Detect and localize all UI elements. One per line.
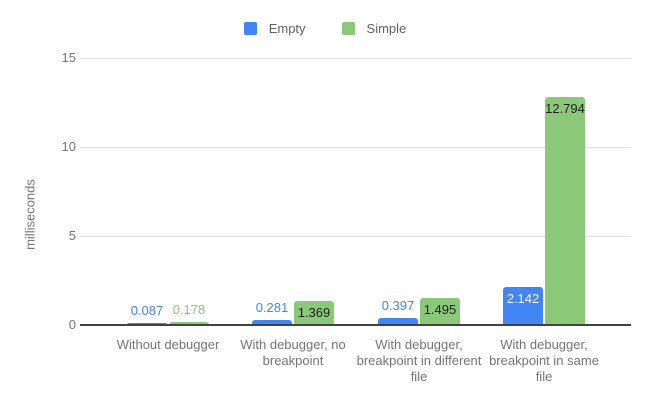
bar-empty-1: [252, 320, 292, 325]
y-tick-15: 15: [61, 50, 76, 65]
bar-simple-0: [169, 322, 209, 325]
y-tick-0: 0: [68, 317, 76, 332]
legend-swatch-empty-icon: [243, 21, 257, 35]
legend-item-empty: Empty: [243, 20, 306, 36]
value-label-simple-3: 12.794: [545, 101, 585, 116]
gridline-5: [80, 236, 631, 237]
value-label-empty-3: 2.142: [506, 291, 540, 306]
gridline-15: [80, 58, 631, 59]
category-label-breakpoint-same-file: With debugger, breakpoint in same file: [489, 337, 599, 384]
y-tick-5: 5: [68, 228, 76, 243]
category-label-no-breakpoint: With debugger, no breakpoint: [240, 337, 346, 368]
value-label-empty-2: 0.397: [381, 298, 415, 313]
value-label-simple-0: 0.178: [172, 302, 206, 317]
category-label-breakpoint-different-file: With debugger, breakpoint in different f…: [356, 337, 482, 384]
x-axis-baseline: [80, 324, 631, 326]
bar-simple-3: [545, 97, 585, 325]
gridline-10: [80, 147, 631, 148]
value-label-empty-0: 0.087: [130, 303, 164, 318]
category-label-without-debugger: Without debugger: [116, 337, 220, 352]
legend-label-empty: Empty: [268, 20, 306, 36]
value-label-simple-2: 1.495: [423, 302, 457, 317]
bar-simple-1: [294, 301, 334, 325]
legend: Empty Simple: [0, 17, 650, 39]
bar-simple-2: [420, 298, 460, 325]
y-axis-title: milliseconds: [22, 179, 38, 250]
legend-item-simple: Simple: [341, 20, 407, 36]
value-label-simple-1: 1.369: [297, 305, 331, 320]
legend-swatch-simple-icon: [341, 21, 355, 35]
bar-empty-2: [378, 318, 418, 325]
y-tick-10: 10: [61, 139, 76, 154]
value-label-empty-1: 0.281: [255, 300, 289, 315]
bar-empty-3: [503, 287, 543, 325]
legend-label-simple: Simple: [366, 20, 407, 36]
